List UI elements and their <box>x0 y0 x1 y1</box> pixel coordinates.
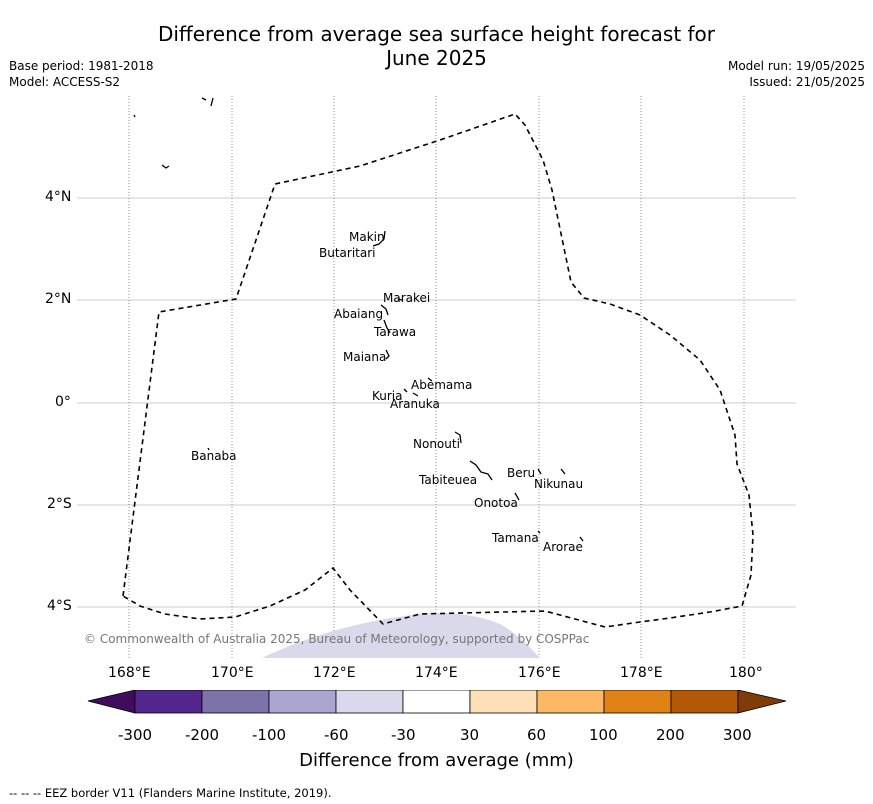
colorbar-tick: 30 <box>460 726 480 744</box>
colorbar-segment <box>469 690 538 714</box>
island-label: Tamana <box>492 531 539 545</box>
island-label: Nikunau <box>534 477 584 491</box>
model-text: Model: ACCESS-S2 <box>9 75 121 89</box>
lat-label-4s: 4°S <box>47 598 72 614</box>
copyright-text: © Commonwealth of Australia 2025, Bureau… <box>84 632 590 646</box>
base-period-text: Base period: 1981-2018 <box>9 59 154 73</box>
island-label: Arorae <box>543 540 583 554</box>
colorbar-min-extend <box>87 690 136 714</box>
colorbar-tick: 100 <box>589 726 618 744</box>
island-label: Marakei <box>383 291 431 305</box>
island-label: Aranuka <box>390 397 440 411</box>
island-label: Tarawa <box>374 325 417 339</box>
island-label: Tabiteuea <box>419 473 478 487</box>
island-label: Makin <box>349 230 385 244</box>
issued-text: Issued: 21/05/2025 <box>749 75 865 89</box>
colorbar-segment <box>536 690 605 714</box>
island-label: Abaiang <box>334 307 384 321</box>
lon-label-176e: 176°E <box>518 665 561 681</box>
colorbar-segment <box>670 690 739 714</box>
coastlines <box>133 97 584 542</box>
map-title: Difference from average sea surface heig… <box>0 22 873 70</box>
colorbar <box>87 690 787 714</box>
colorbar-title: Difference from average (mm) <box>299 750 574 771</box>
colorbar-tick: 200 <box>656 726 685 744</box>
colorbar-segment <box>134 690 203 714</box>
gridlines <box>77 96 796 658</box>
eez-footnote: -- -- -- EEZ border V11 (Flanders Marine… <box>9 786 332 800</box>
island-label: Maiana <box>343 350 387 364</box>
island-label: Butaritari <box>319 246 376 260</box>
island-label: Abemama <box>411 378 473 392</box>
colorbar-tick: -60 <box>324 726 349 744</box>
lat-label-2n: 2°N <box>45 291 72 307</box>
colorbar-segment <box>402 690 471 714</box>
island-label: Beru <box>507 466 536 480</box>
colorbar-tick: -300 <box>118 726 153 744</box>
colorbar-tick: 60 <box>527 726 547 744</box>
meta-right: Model run: 19/05/2025 Issued: 21/05/2025 <box>728 58 865 90</box>
lon-label-172e: 172°E <box>313 665 356 681</box>
colorbar-segment <box>335 690 404 714</box>
colorbar-segment <box>268 690 337 714</box>
eez-border <box>122 113 754 628</box>
anomaly-fill-region <box>262 613 540 658</box>
lon-label-174e: 174°E <box>415 665 458 681</box>
colorbar-tick: -30 <box>391 726 416 744</box>
island-label: Nonouti <box>413 437 460 451</box>
lat-label-2s: 2°S <box>47 496 72 512</box>
title-line-2: June 2025 <box>386 46 487 70</box>
colorbar-segment <box>603 690 672 714</box>
title-line-1: Difference from average sea surface heig… <box>157 22 716 46</box>
lon-label-178e: 178°E <box>620 665 663 681</box>
colorbar-segments <box>134 690 739 714</box>
island-label: Banaba <box>191 449 237 463</box>
colorbar-tick: -200 <box>185 726 220 744</box>
island-label: Onotoa <box>474 496 518 510</box>
lon-label-170e: 170°E <box>211 665 254 681</box>
meta-left: Base period: 1981-2018 Model: ACCESS-S2 <box>9 58 154 90</box>
colorbar-max-extend <box>737 690 787 714</box>
model-run-text: Model run: 19/05/2025 <box>727 59 865 73</box>
lon-label-180: 180° <box>729 665 763 681</box>
lat-label-0: 0° <box>55 394 71 410</box>
lon-label-168e: 168°E <box>108 665 151 681</box>
colorbar-tick: 300 <box>723 726 752 744</box>
island-label: Kuria <box>372 389 403 403</box>
lat-label-4n: 4°N <box>45 189 72 205</box>
colorbar-segment <box>201 690 270 714</box>
colorbar-tick: -100 <box>252 726 287 744</box>
